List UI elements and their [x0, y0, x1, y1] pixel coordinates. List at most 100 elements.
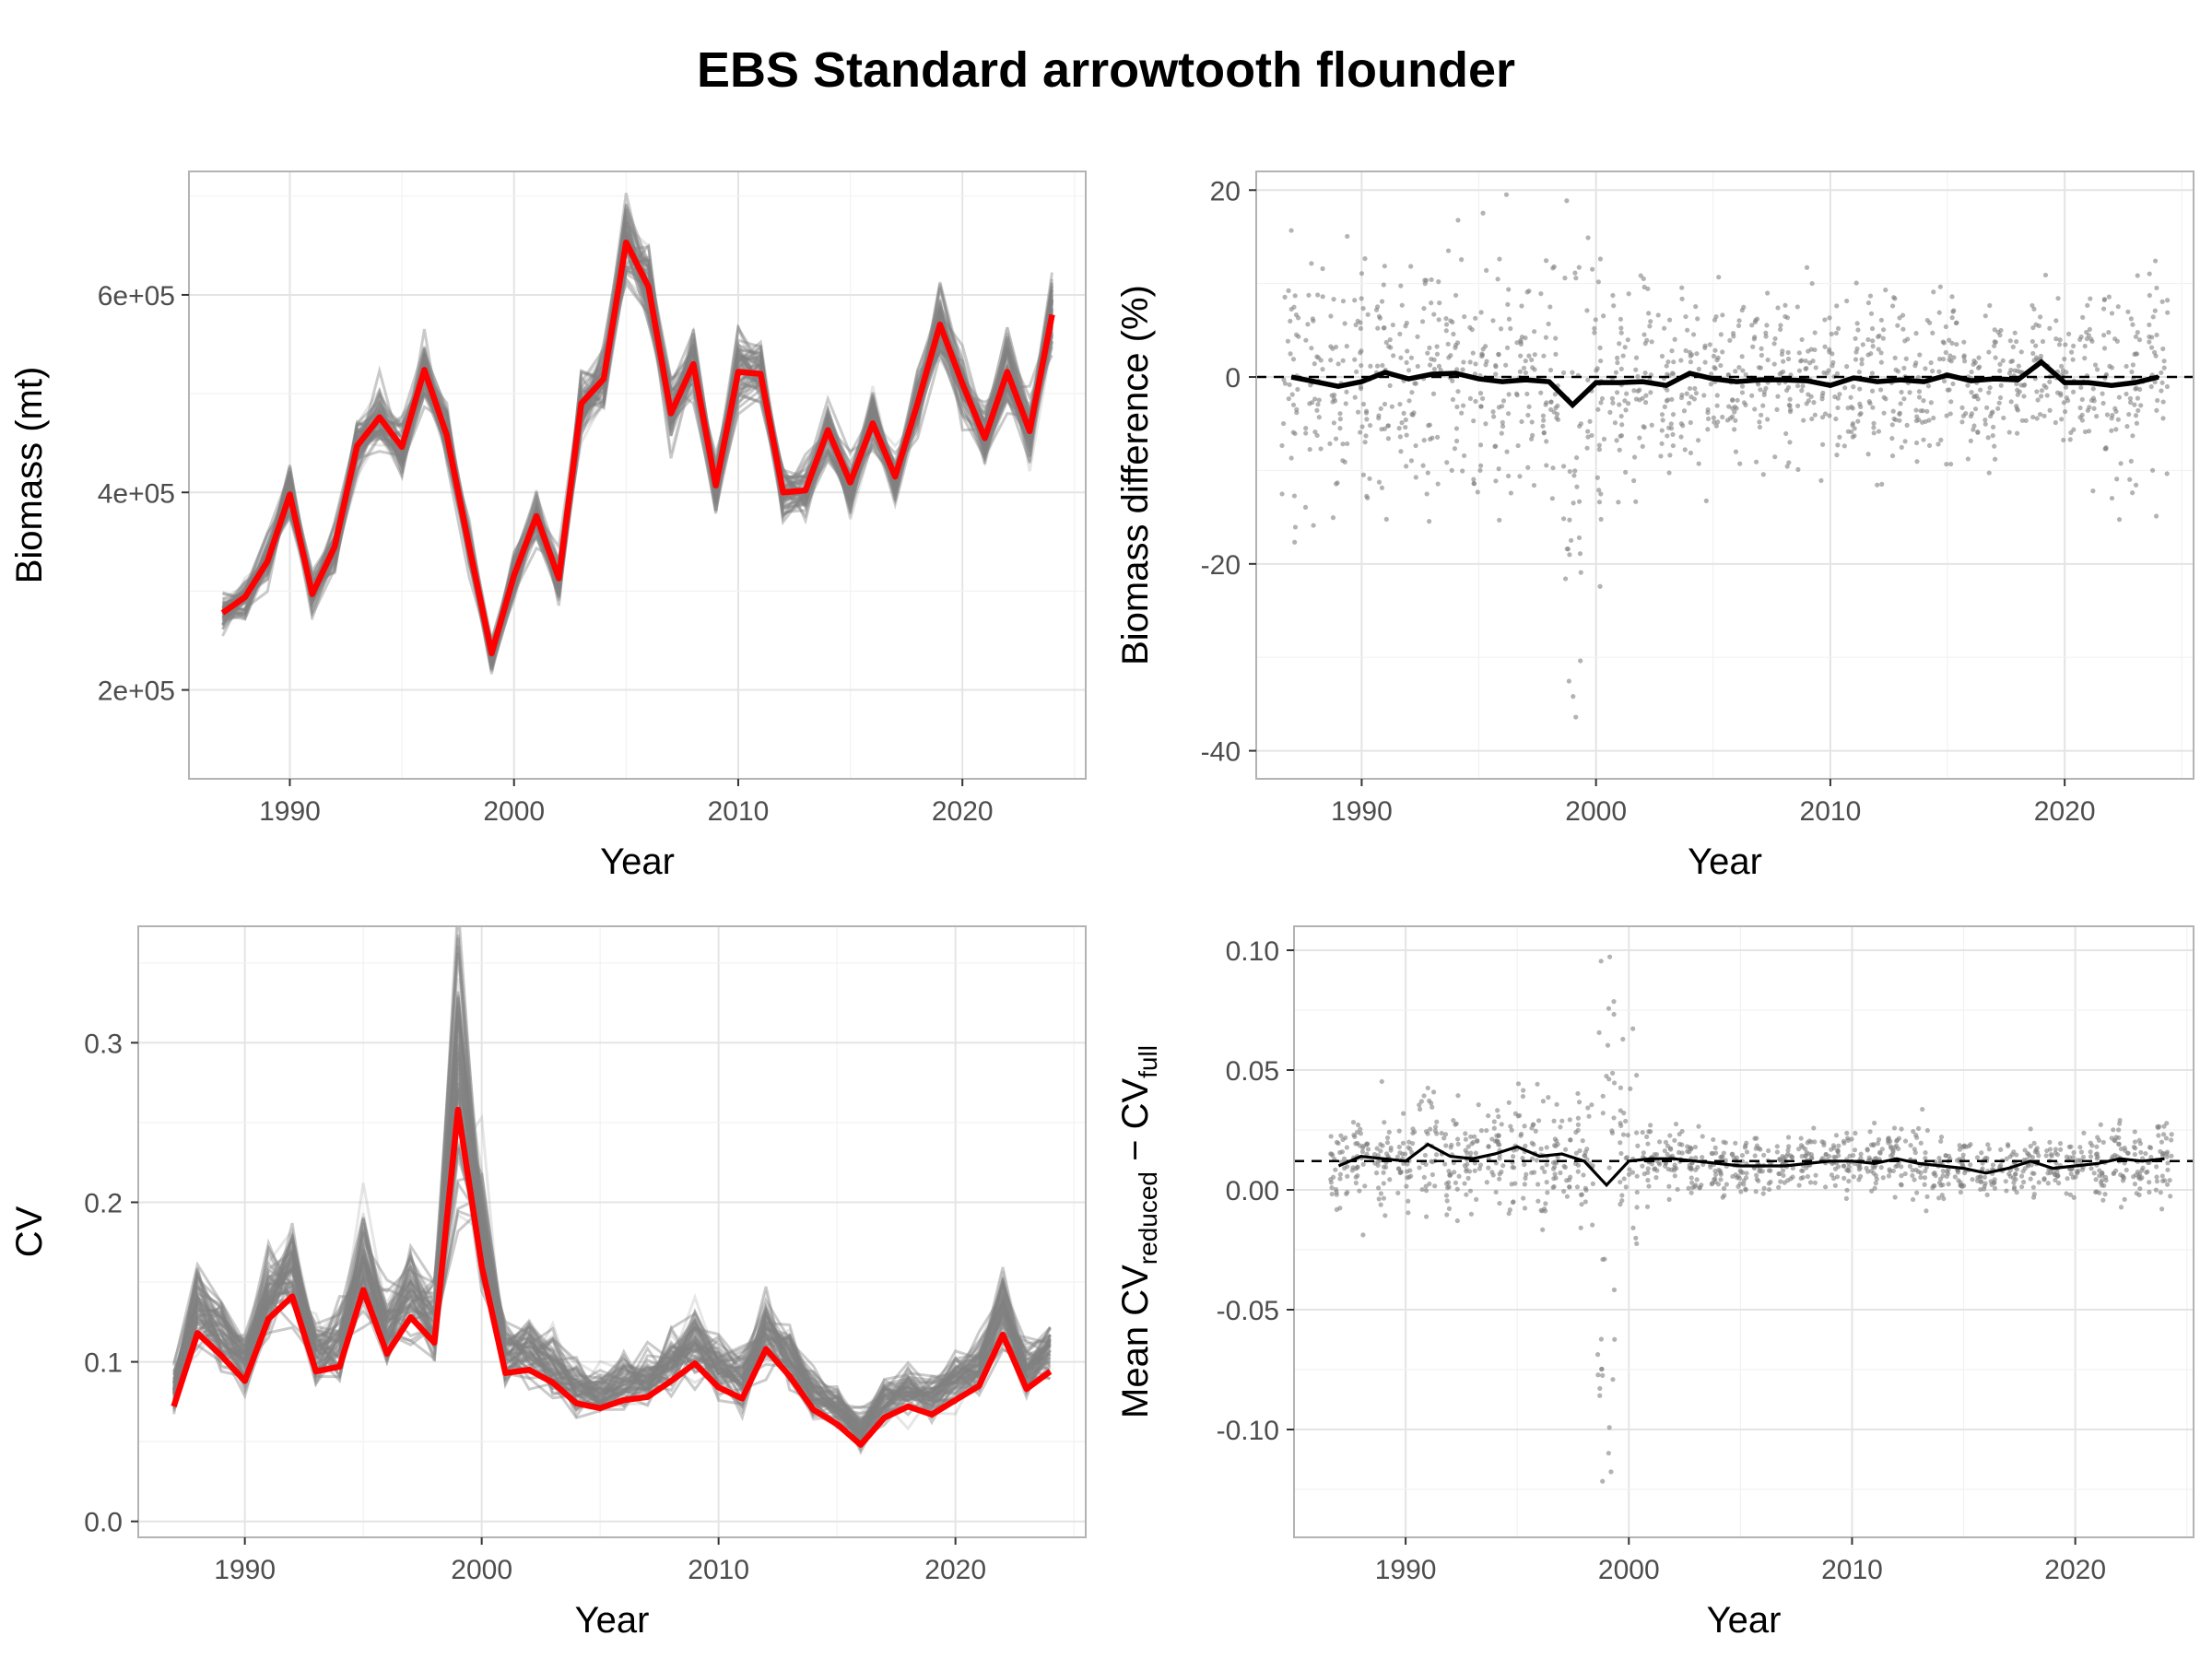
replicate-line: [221, 245, 1053, 654]
replicate-point: [1400, 1111, 1406, 1116]
replicate-point: [1596, 1030, 1602, 1035]
replicate-point: [1646, 1183, 1652, 1189]
replicate-line: [222, 269, 1053, 652]
replicate-point: [1477, 467, 1483, 474]
replicate-point: [1582, 1153, 1587, 1159]
replicate-point: [1871, 420, 1877, 426]
replicate-point: [1528, 436, 1535, 441]
replicate-line: [221, 267, 1053, 647]
replicate-point: [1916, 394, 1923, 400]
replicate-point: [1606, 1165, 1612, 1171]
replicate-point: [2006, 429, 2012, 435]
replicate-point: [1409, 1149, 1415, 1156]
replicate-point: [1875, 1141, 1880, 1147]
replicate-point: [1473, 361, 1478, 367]
replicate-point: [2047, 1147, 2053, 1152]
replicate-point: [2053, 1177, 2058, 1183]
replicate-point: [2088, 1154, 2094, 1159]
replicate-point: [1454, 1218, 1460, 1224]
replicate-point: [1397, 331, 1403, 337]
replicate-line: [221, 248, 1053, 670]
replicate-point: [2095, 1135, 2100, 1140]
replicate-line: [172, 1083, 1052, 1430]
replicate-point: [1857, 386, 1863, 392]
x-tick-label: 2010: [688, 1555, 749, 1585]
replicate-point: [1878, 1165, 1884, 1171]
replicate-point: [2067, 437, 2073, 442]
replicate-point: [1830, 359, 1836, 365]
replicate-point: [1434, 351, 1441, 357]
replicate-point: [1951, 355, 1957, 360]
replicate-point: [1666, 1196, 1672, 1202]
replicate-point: [1404, 464, 1409, 469]
replicate-point: [1733, 369, 1738, 374]
replicate-point: [1397, 434, 1403, 440]
replicate-point: [1798, 1143, 1805, 1148]
replicate-line: [172, 1011, 1052, 1413]
replicate-point: [1547, 406, 1554, 413]
replicate-point: [1477, 1166, 1482, 1171]
replicate-point: [1867, 1129, 1873, 1135]
replicate-line: [221, 242, 1053, 665]
replicate-point: [2154, 1164, 2159, 1170]
replicate-point: [1780, 1168, 1786, 1173]
replicate-point: [1522, 1182, 1527, 1187]
replicate-line: [172, 1088, 1051, 1418]
replicate-point: [1865, 1147, 1870, 1152]
replicate-point: [1785, 349, 1791, 356]
replicate-point: [1465, 1175, 1471, 1181]
replicate-point: [1626, 291, 1631, 297]
replicate-point: [1945, 387, 1950, 393]
replicate-point: [1618, 325, 1624, 331]
replicate-point: [1406, 1198, 1411, 1204]
replicate-point: [1785, 1147, 1791, 1153]
replicate-point: [1617, 341, 1622, 347]
full-survey-line: [220, 239, 1055, 657]
replicate-point: [1471, 418, 1477, 424]
replicate-point: [1611, 1115, 1617, 1121]
replicate-point: [1597, 1385, 1603, 1392]
replicate-line: [172, 1082, 1052, 1443]
replicate-point: [1656, 1139, 1663, 1145]
replicate-point: [1550, 265, 1556, 271]
replicate-point: [1307, 446, 1312, 453]
replicate-point: [1634, 1130, 1640, 1135]
replicate-point: [1940, 1173, 1946, 1179]
x-axis-label: Year: [1707, 1600, 1782, 1641]
replicate-point: [1888, 1145, 1894, 1150]
replicate-point: [1667, 1147, 1674, 1152]
replicate-point: [1983, 421, 1988, 427]
replicate-point: [1387, 1177, 1393, 1182]
replicate-point: [1668, 426, 1675, 431]
replicate-line: [222, 276, 1053, 648]
replicate-point: [1690, 332, 1697, 337]
replicate-point: [1890, 408, 1896, 414]
replicate-point: [1705, 416, 1712, 422]
replicate-point: [1702, 359, 1708, 365]
replicate-point: [1633, 1235, 1639, 1241]
replicate-point: [1948, 359, 1954, 364]
replicate-point: [1309, 346, 1314, 351]
replicate-point: [2124, 1167, 2129, 1173]
replicate-point: [1761, 1185, 1767, 1191]
replicate-point: [1995, 406, 2001, 411]
replicate-point: [1990, 433, 1995, 439]
replicate-point: [2138, 1149, 2144, 1155]
replicate-point: [2009, 358, 2016, 364]
replicate-point: [1971, 427, 1976, 432]
replicate-point: [1477, 1162, 1484, 1168]
replicate-point: [2160, 416, 2166, 421]
replicate-point: [1834, 303, 1840, 309]
replicate-point: [1328, 313, 1334, 319]
replicate-point: [2144, 1170, 2149, 1175]
replicate-point: [2165, 1160, 2171, 1166]
replicate-point: [1889, 436, 1895, 441]
replicate-point: [1610, 292, 1616, 299]
replicate-point: [1711, 1136, 1716, 1143]
replicate-point: [1900, 312, 1906, 318]
replicate-point: [1743, 1187, 1748, 1193]
replicate-point: [1464, 1192, 1469, 1197]
replicate-point: [2147, 334, 2152, 340]
replicate-point: [1338, 1133, 1344, 1138]
replicate-point: [1403, 324, 1408, 329]
